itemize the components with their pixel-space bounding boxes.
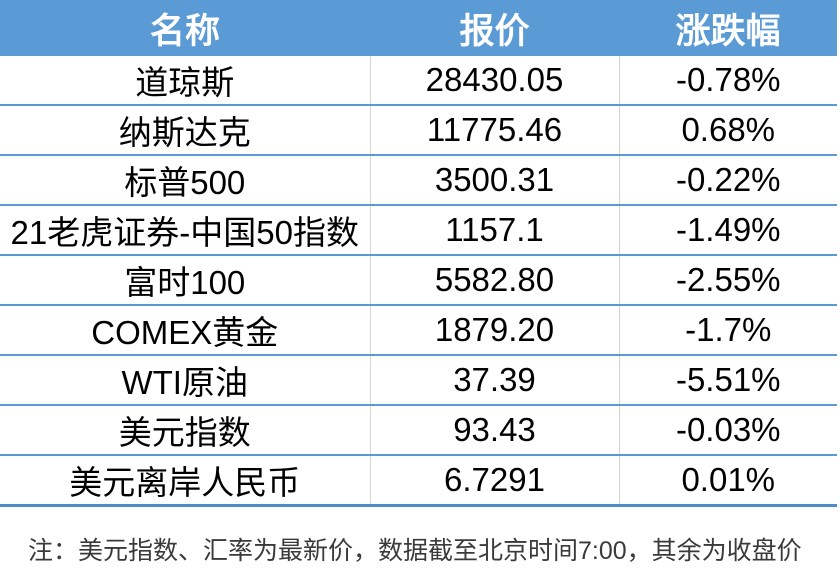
quote-value: 5582.80 (369, 255, 619, 306)
column-header-price: 报价 (370, 0, 619, 56)
change-value: -1.7% (618, 305, 837, 356)
quote-value: 28430.05 (369, 56, 619, 106)
instrument-name: 道琼斯 (0, 56, 370, 106)
instrument-name: 21老虎证券-中国50指数 (0, 205, 370, 256)
quote-value: 3500.31 (369, 155, 619, 206)
quote-value: 6.7291 (369, 455, 619, 507)
change-value: 0.68% (618, 105, 837, 156)
column-header-change: 涨跌幅 (619, 0, 837, 56)
instrument-name: 美元指数 (0, 405, 370, 456)
instrument-name: WTI原油 (0, 355, 370, 406)
instrument-name: 富时100 (0, 255, 370, 306)
table-row: WTI原油 37.39 -5.51% (0, 355, 837, 406)
change-value: -2.55% (618, 255, 837, 306)
footnote: 注：美元指数、汇率为最新价，数据截至北京时间7:00，其余为收盘价 (28, 537, 802, 565)
change-value: 0.01% (618, 455, 837, 507)
change-value: -0.22% (618, 155, 837, 206)
table-header-row: 名称 报价 涨跌幅 (0, 0, 837, 56)
table-row: 美元指数 93.43 -0.03% (0, 405, 837, 456)
table-row: 标普500 3500.31 -0.22% (0, 155, 837, 206)
table-row: COMEX黄金 1879.20 -1.7% (0, 305, 837, 356)
instrument-name: 纳斯达克 (0, 105, 370, 156)
quote-value: 11775.46 (369, 105, 619, 156)
quote-value: 1157.1 (369, 205, 619, 256)
change-value: -1.49% (618, 205, 837, 256)
quote-value: 1879.20 (369, 305, 619, 356)
instrument-name: 标普500 (0, 155, 370, 206)
table-row: 富时100 5582.80 -2.55% (0, 255, 837, 306)
table-row: 21老虎证券-中国50指数 1157.1 -1.49% (0, 205, 837, 256)
table-row: 纳斯达克 11775.46 0.68% (0, 105, 837, 156)
change-value: -0.78% (618, 56, 837, 106)
market-quotes-table: 名称 报价 涨跌幅 道琼斯 28430.05 -0.78% 纳斯达克 11775… (0, 0, 837, 507)
change-value: -5.51% (618, 355, 837, 406)
change-value: -0.03% (618, 405, 837, 456)
quote-value: 93.43 (369, 405, 619, 456)
quote-value: 37.39 (369, 355, 619, 406)
table-row: 美元离岸人民币 6.7291 0.01% (0, 455, 837, 507)
instrument-name: 美元离岸人民币 (0, 455, 370, 507)
column-header-name: 名称 (0, 0, 370, 56)
instrument-name: COMEX黄金 (0, 305, 370, 356)
table-row: 道琼斯 28430.05 -0.78% (0, 56, 837, 106)
